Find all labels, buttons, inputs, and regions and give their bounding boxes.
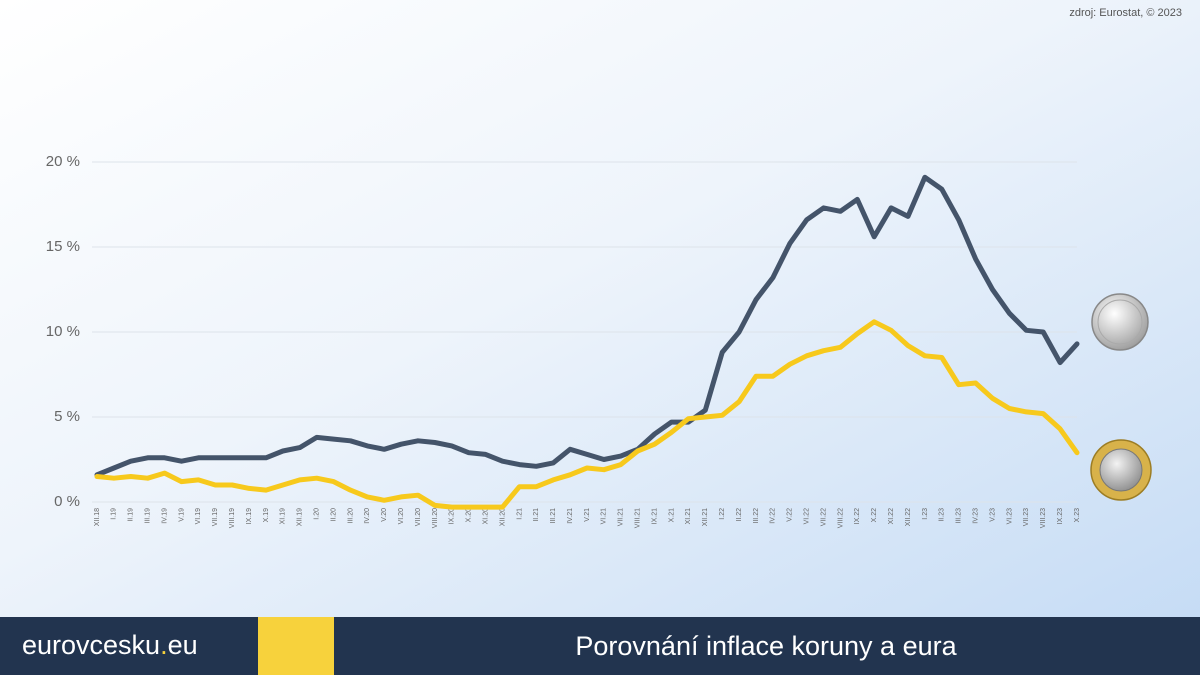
x-tick-label: XII.22: [905, 508, 912, 526]
x-tick-label: V.21: [584, 508, 591, 522]
czk-coin: [1091, 293, 1149, 351]
x-tick-label: III.23: [956, 508, 963, 524]
x-tick-label: X.23: [1074, 508, 1081, 523]
x-tick-label: II.23: [939, 508, 946, 522]
x-tick-label: VII.19: [212, 508, 219, 526]
y-tick-label: 5 %: [54, 408, 80, 425]
x-tick-label: XII.18: [94, 508, 101, 526]
x-tick-label: VI.23: [1006, 508, 1013, 524]
x-tick-label: XI.20: [482, 508, 489, 524]
x-tick-label: IX.19: [246, 508, 253, 524]
x-tick-label: V.20: [381, 508, 388, 522]
x-tick-label: IV.20: [364, 508, 371, 524]
brand-dot: .: [160, 630, 168, 660]
plot: 0 % 5 % 10 % 15 % 20 % XII.18 I.19 II.19 III.19 I…: [46, 153, 1081, 528]
footer-bar: [0, 617, 1200, 675]
x-tick-label: V.19: [178, 508, 185, 522]
x-tick-label: IX.23: [1057, 508, 1064, 524]
y-tick-label: 15 %: [46, 238, 80, 255]
source: zdroj: Eurostat, © 2023: [1069, 7, 1182, 19]
x-tick-label: IV.21: [567, 508, 574, 524]
x-tick-label: XI.21: [685, 508, 692, 524]
x-tick-label: I.22: [719, 508, 726, 520]
eur-coin: [1090, 439, 1152, 501]
coin-rim: [1097, 299, 1143, 345]
x-tick-label: III.19: [145, 508, 152, 524]
x-tick-label: II.19: [128, 508, 135, 522]
x-tick-label: VIII.20: [432, 508, 439, 528]
x-tick-label: VIII.23: [1040, 508, 1047, 528]
x-tick-label: VI.21: [601, 508, 608, 524]
x-tick-label: X.22: [871, 508, 878, 523]
x-tick-label: IX.20: [449, 508, 456, 524]
x-tick-label: VIII.19: [229, 508, 236, 528]
x-tick-label: VIII.22: [837, 508, 844, 528]
x-tick-label: IX.22: [854, 508, 861, 524]
x-tick-label: VI.19: [195, 508, 202, 524]
x-tick-label: VI.22: [803, 508, 810, 524]
x-tick-label: II.22: [736, 508, 743, 522]
x-tick-label: VII.21: [618, 508, 625, 526]
x-tick-label: IV.19: [161, 508, 168, 524]
x-tick-label: XII.21: [702, 508, 709, 526]
x-tick-label: VI.20: [398, 508, 405, 524]
x-tick-label: VII.22: [820, 508, 827, 526]
footer-accent: [258, 617, 334, 675]
x-tick-label: I.20: [313, 508, 320, 520]
x-tick-label: III.21: [550, 508, 557, 524]
y-tick-label: 0 %: [54, 493, 80, 510]
x-tick-label: VII.23: [1023, 508, 1030, 526]
x-tick-label: III.20: [347, 508, 354, 524]
x-tick-label: X.21: [668, 508, 675, 523]
x-tick-label: II.21: [533, 508, 540, 522]
x-tick-label: IX.21: [651, 508, 658, 524]
series-line: [94, 319, 1080, 510]
x-tick-label: V.22: [787, 508, 794, 522]
x-tick-label: V.23: [989, 508, 996, 522]
x-tick-label: XII.19: [297, 508, 304, 526]
brand-part: eu: [168, 630, 198, 660]
x-tick-label: I.23: [922, 508, 929, 520]
x-tick-label: VIII.21: [635, 508, 642, 528]
background: [0, 0, 1200, 617]
x-tick-label: IV.23: [972, 508, 979, 524]
x-tick-label: XI.22: [888, 508, 895, 524]
coin: [1091, 293, 1149, 351]
y-tick-label: 20 %: [46, 153, 80, 170]
x-tick-label: X.19: [263, 508, 270, 523]
x-tick-label: VII.20: [415, 508, 422, 526]
x-tick-label: I.21: [516, 508, 523, 520]
x-tick-label: IV.22: [770, 508, 777, 524]
series-line: [94, 174, 1080, 478]
brand: eurovcesku.eu: [22, 630, 198, 660]
y-tick-label: 10 %: [46, 323, 80, 340]
x-tick-label: X.20: [466, 508, 473, 523]
coin-center: [1099, 448, 1143, 492]
x-tick-label: XI.19: [280, 508, 287, 524]
brand-part: eurovcesku: [22, 630, 160, 660]
x-tick-label: III.22: [753, 508, 760, 524]
x-tick-label: XII.20: [499, 508, 506, 526]
footer-title: Porovnání inflace koruny a eura: [575, 631, 957, 661]
x-tick-label: I.19: [111, 508, 118, 520]
x-tick-label: II.20: [330, 508, 337, 522]
